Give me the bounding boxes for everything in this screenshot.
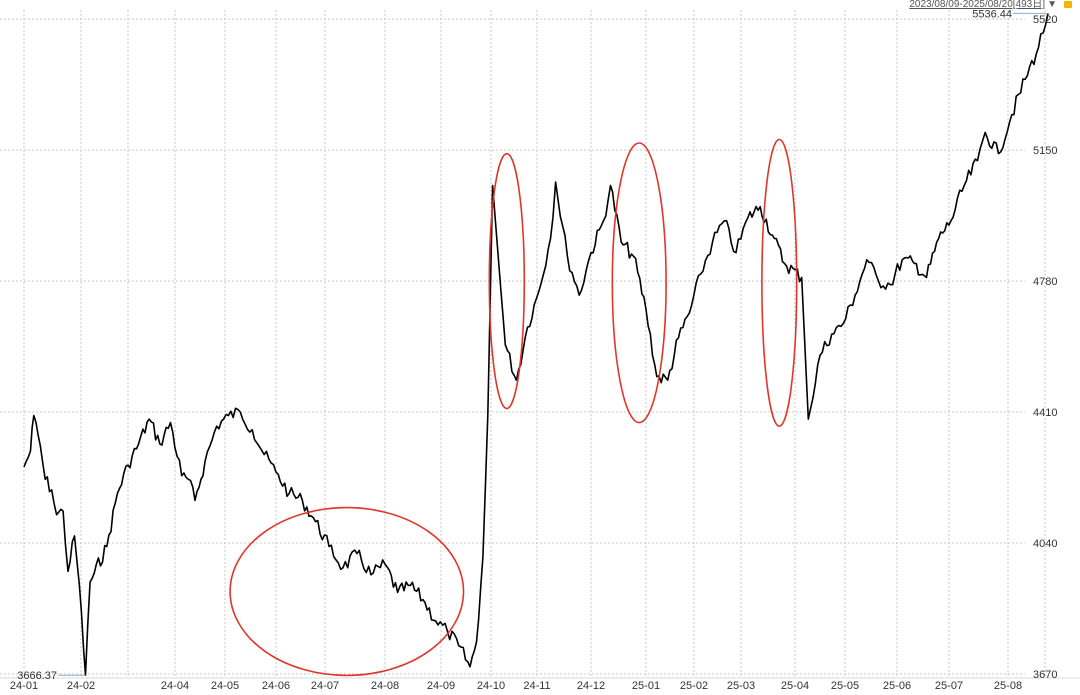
- x-tick-label-13: 25-03: [727, 680, 755, 692]
- y-tick-label-3: 4780: [1033, 276, 1057, 288]
- x-tick-label-3: 24-05: [211, 680, 239, 692]
- y-tick-label-0: 3670: [1033, 669, 1057, 681]
- grid-layer: [0, 10, 1080, 679]
- x-tick-label-4: 24-06: [262, 680, 290, 692]
- min-value-label: 3666.37: [17, 670, 57, 682]
- x-tick-label-6: 24-08: [371, 680, 399, 692]
- range-selector[interactable]: 2023/08/09-2025/08/20[493日] ▼: [909, 0, 1057, 10]
- annotation-ellipse-0: [229, 506, 465, 677]
- y-tick-label-2: 4410: [1033, 407, 1057, 419]
- series-line: [23, 13, 1049, 676]
- x-tick-label-0: 24-01: [10, 680, 38, 692]
- x-tick-label-15: 25-05: [831, 680, 859, 692]
- y-axis-ticks: 3670 4040 4410 4780 5150 5520: [1033, 14, 1057, 681]
- series-line-layer: [23, 13, 1049, 676]
- chevron-down-icon[interactable]: ▼: [1047, 0, 1057, 10]
- x-tick-label-16: 25-06: [883, 680, 911, 692]
- x-tick-label-2: 24-04: [161, 680, 189, 692]
- y-tick-label-4: 5150: [1033, 145, 1057, 157]
- lock-icon[interactable]: [1064, 1, 1072, 8]
- x-tick-label-9: 24-11: [523, 680, 550, 692]
- y-tick-label-5: 5520: [1033, 14, 1057, 26]
- x-tick-label-8: 24-10: [477, 680, 505, 692]
- x-tick-label-10: 24-12: [577, 680, 605, 692]
- x-tick-label-14: 25-04: [781, 680, 809, 692]
- annotation-ellipse-1: [488, 152, 526, 410]
- annotation-ellipse-2: [611, 142, 667, 424]
- x-tick-label-18: 25-08: [994, 680, 1022, 692]
- x-tick-label-11: 25-01: [632, 680, 660, 692]
- x-axis-ticks: 24-01 24-02 24-04 24-05 24-06 24-07 24-08 24-09…: [10, 680, 1022, 692]
- x-tick-label-5: 24-07: [311, 680, 339, 692]
- y-tick-label-1: 4040: [1033, 538, 1057, 550]
- date-range-label[interactable]: 2023/08/09-2025/08/20[493日]: [909, 0, 1045, 10]
- annotation-layer: [229, 138, 798, 677]
- x-tick-label-1: 24-02: [67, 680, 95, 692]
- x-tick-label-17: 25-07: [935, 680, 963, 692]
- max-value-label: 5536.44: [972, 8, 1012, 20]
- annotation-ellipse-3: [761, 138, 798, 427]
- x-tick-label-7: 24-09: [427, 680, 455, 692]
- x-tick-label-12: 25-02: [680, 680, 708, 692]
